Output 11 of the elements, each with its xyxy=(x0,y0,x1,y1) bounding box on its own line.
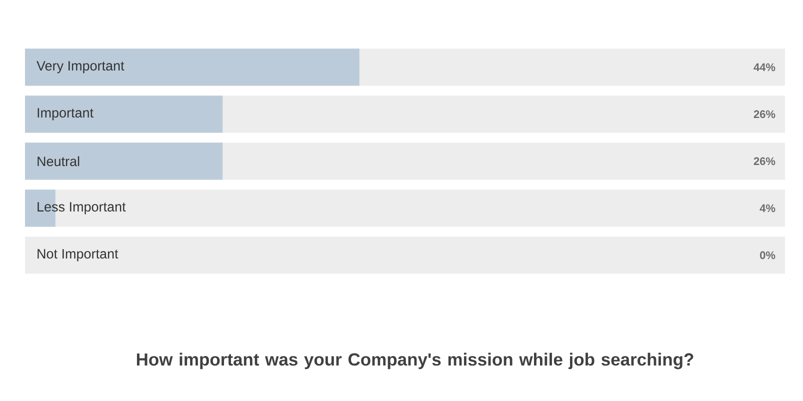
y-tick-label: Very Important xyxy=(36,61,124,74)
y-tick-label: Not Important xyxy=(38,249,118,262)
y-tick-label: Important xyxy=(38,108,94,120)
text: How important was your Company's mission while job searching? xyxy=(136,352,694,370)
data-label: 26% xyxy=(754,110,776,118)
data-label: 26% xyxy=(754,157,776,166)
y-tick-label: Neutral xyxy=(38,156,80,166)
data-label: 0% xyxy=(760,251,776,260)
data-label: 4% xyxy=(760,204,776,212)
y-tick-label: Less Important xyxy=(38,202,126,214)
data-label: 44% xyxy=(754,63,776,72)
